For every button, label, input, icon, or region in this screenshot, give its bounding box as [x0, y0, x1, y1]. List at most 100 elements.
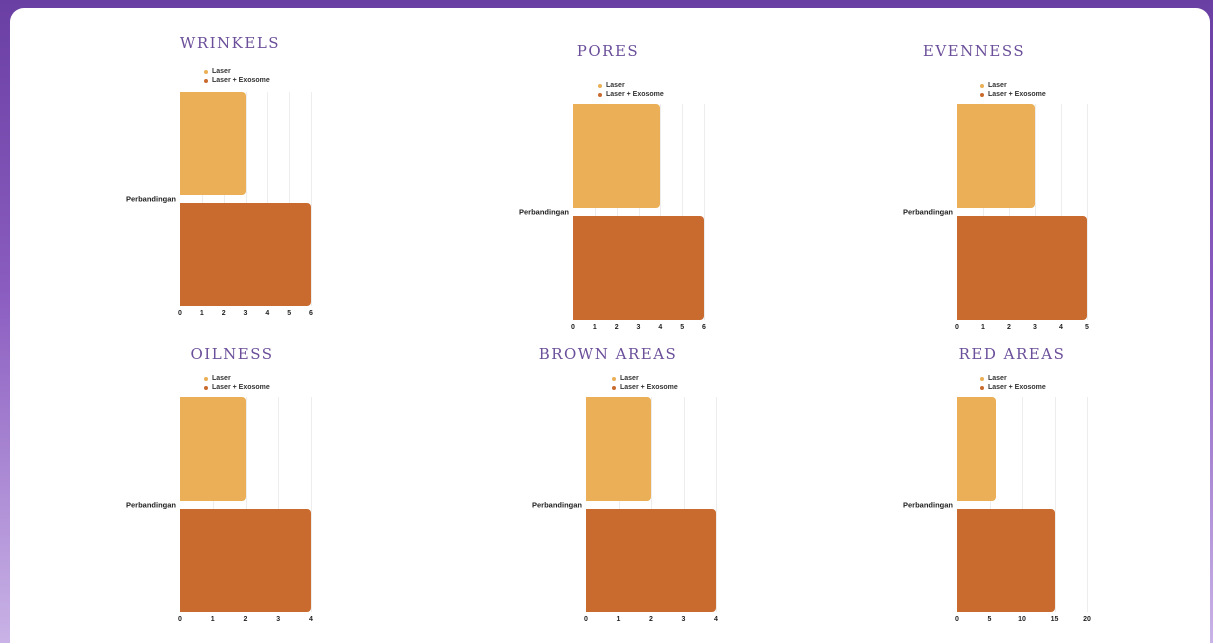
- x-tick-label: 5: [987, 616, 992, 623]
- x-tick-label: 2: [649, 616, 653, 623]
- legend-label: Laser + Exosome: [620, 384, 678, 391]
- x-tick-label: 4: [265, 310, 270, 317]
- gridline: [289, 92, 291, 306]
- legend: Laser Laser + Exosome: [598, 81, 664, 99]
- gridline: [1061, 104, 1062, 320]
- chart-title: WRINKELS: [179, 34, 281, 52]
- bar-laser: [957, 397, 996, 501]
- x-tick-label: 6: [309, 310, 313, 317]
- legend-swatch: [612, 385, 616, 390]
- gridline: [660, 104, 662, 320]
- legend-item: Laser + Exosome: [598, 90, 664, 99]
- x-tick-label: 4: [714, 616, 718, 623]
- legend-item: Laser + Exosome: [980, 90, 1046, 99]
- x-tick-label: 3: [243, 310, 248, 317]
- legend-swatch: [598, 92, 602, 97]
- x-tick-label: 6: [702, 324, 706, 331]
- x-tick-label: 0: [178, 616, 182, 623]
- legend-swatch: [612, 376, 616, 381]
- x-tick-label: 1: [981, 324, 985, 331]
- legend-label: Laser: [988, 375, 1007, 382]
- gridline: [223, 92, 225, 306]
- legend-swatch: [980, 83, 984, 88]
- legend: Laser Laser + Exosome: [204, 374, 270, 392]
- x-tick-label: 1: [210, 616, 215, 623]
- legend: Laser Laser + Exosome: [204, 67, 270, 85]
- legend-swatch: [598, 83, 602, 88]
- legend-label: Laser: [606, 82, 625, 89]
- x-tick-label: 3: [636, 324, 641, 331]
- gridline: [616, 104, 618, 320]
- gridline: [1087, 397, 1088, 612]
- x-tick-label: 2: [221, 310, 226, 317]
- x-tick-label: 2: [243, 616, 248, 623]
- bar-laser-exosome: [586, 508, 716, 612]
- x-tick-label: 15: [1050, 616, 1059, 623]
- gridline: [1009, 104, 1010, 320]
- category-label: Perbandingan: [518, 207, 569, 217]
- x-tick-label: 0: [178, 310, 182, 317]
- legend-label: Laser + Exosome: [212, 77, 270, 84]
- x-tick-label: 4: [658, 324, 663, 331]
- gridline: [278, 397, 280, 612]
- legend-item: Laser: [612, 374, 678, 383]
- x-tick-label: 20: [1083, 616, 1091, 623]
- legend-label: Laser: [620, 375, 639, 382]
- gridline: [245, 92, 247, 306]
- legend-swatch: [980, 92, 984, 97]
- legend-swatch: [204, 78, 208, 83]
- gridline: [989, 397, 991, 612]
- bar-laser-exosome: [180, 508, 311, 612]
- legend-label: Laser + Exosome: [988, 91, 1046, 98]
- gridline: [245, 397, 247, 612]
- x-tick-label: 4: [1059, 324, 1063, 331]
- chart-title: RED AREAS: [958, 345, 1066, 363]
- category-label: Perbandingan: [902, 207, 953, 217]
- gridline: [311, 92, 312, 306]
- x-tick-label: 5: [287, 310, 292, 317]
- legend: Laser Laser + Exosome: [980, 374, 1046, 392]
- gridline: [704, 104, 705, 320]
- bar-laser-exosome: [957, 216, 1087, 320]
- x-tick-label: 1: [199, 310, 204, 317]
- legend-item: Laser + Exosome: [204, 76, 270, 85]
- gridline: [618, 397, 620, 612]
- bar-laser: [957, 104, 1035, 208]
- gridline: [212, 397, 214, 612]
- x-tick-label: 0: [955, 324, 959, 331]
- gridline: [594, 104, 596, 320]
- gridline: [683, 397, 685, 612]
- chart-title: EVENNESS: [922, 42, 1026, 60]
- legend-item: Laser: [598, 81, 664, 90]
- x-tick-label: 3: [681, 616, 686, 623]
- x-tick-label: 1: [592, 324, 597, 331]
- x-tick-label: 2: [614, 324, 619, 331]
- x-tick-label: 10: [1018, 616, 1026, 623]
- legend-label: Laser: [212, 68, 231, 75]
- chart-title: BROWN AREAS: [538, 345, 678, 363]
- chart-card: WRINKELS Laser Laser + Exosome Perbandingan…: [10, 8, 1210, 643]
- bar-laser: [180, 397, 246, 501]
- legend-item: Laser + Exosome: [980, 383, 1046, 392]
- gridline: [638, 104, 640, 320]
- legend-item: Laser: [204, 67, 270, 76]
- legend-label: Laser + Exosome: [212, 384, 270, 391]
- legend-swatch: [204, 385, 208, 390]
- category-label: Perbandingan: [125, 500, 176, 509]
- gridline: [682, 104, 684, 320]
- gridline: [716, 397, 717, 612]
- legend: Laser Laser + Exosome: [612, 374, 678, 392]
- gridline: [267, 92, 269, 306]
- legend-item: Laser: [980, 374, 1046, 383]
- gridline: [201, 92, 203, 306]
- chart-title: PORES: [576, 42, 640, 60]
- legend-item: Laser + Exosome: [612, 383, 678, 392]
- chart-title: OILNESS: [190, 345, 274, 363]
- legend-item: Laser + Exosome: [204, 383, 270, 392]
- bar-laser: [573, 104, 661, 208]
- bar-laser: [180, 92, 246, 195]
- legend-label: Laser + Exosome: [988, 384, 1046, 391]
- legend-label: Laser: [988, 82, 1007, 89]
- category-label: Perbandingan: [902, 500, 953, 509]
- legend-label: Laser: [212, 375, 231, 382]
